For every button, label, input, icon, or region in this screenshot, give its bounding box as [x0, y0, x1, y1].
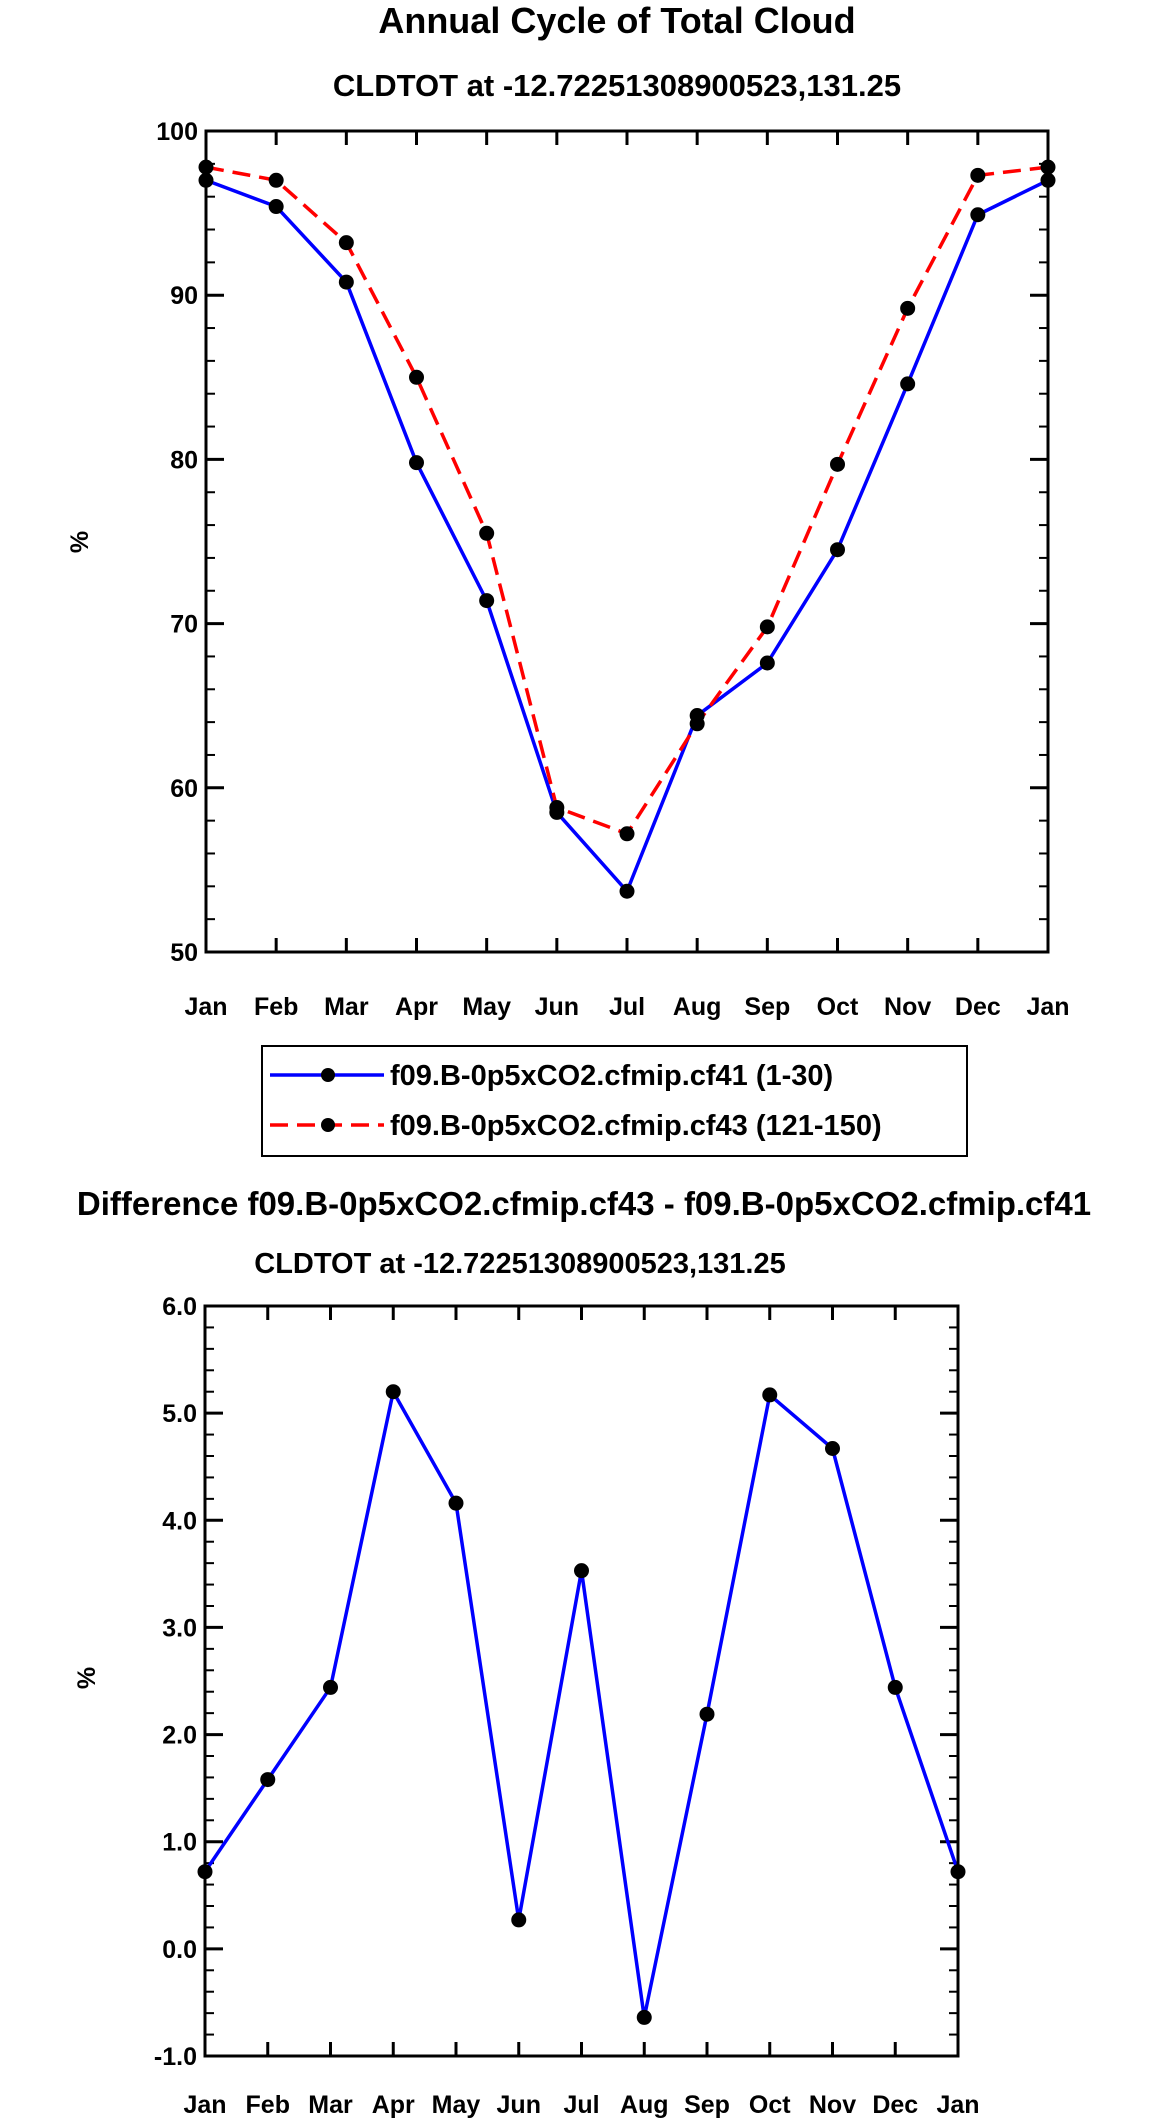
legend-label-series-2: f09.B-0p5xCO2.cfmip.cf43 (121-150)	[390, 1110, 882, 1142]
x-tick-label: Jul	[563, 2091, 599, 2119]
series-2-point	[759, 619, 775, 635]
x-tick-label: Jul	[609, 993, 645, 1021]
chart2-title: Difference f09.B-0p5xCO2.cfmip.cf43 - f0…	[77, 1185, 1091, 1222]
annual-cycle-chart: Annual Cycle of Total Cloud CLDTOT at -1…	[66, 0, 1070, 1021]
series-1-point	[574, 1563, 589, 1579]
chart2-subtitle: CLDTOT at -12.72251308900523,131.25	[254, 1248, 786, 1280]
chart1-title: Annual Cycle of Total Cloud	[378, 0, 855, 41]
x-tick-label: Jan	[1026, 993, 1069, 1021]
x-tick-label: Jan	[183, 2091, 226, 2119]
x-tick-label: May	[432, 2091, 481, 2119]
x-tick-label: Mar	[308, 2091, 353, 2119]
x-tick-label: Sep	[684, 2091, 730, 2119]
series-1-point	[479, 593, 495, 609]
x-tick-label: Jun	[497, 2091, 541, 2119]
y-tick-label: 70	[170, 611, 198, 639]
series-1-point	[260, 1772, 276, 1788]
series-2-point	[338, 235, 354, 251]
series-line-1	[205, 178, 1049, 893]
chart1-ylabel: %	[66, 531, 94, 553]
x-tick-label: Dec	[872, 2091, 918, 2119]
y-tick-label: 4.0	[162, 1507, 197, 1535]
series-1-point	[970, 207, 986, 223]
series-2-point	[900, 300, 916, 316]
legend-marker-series-2	[321, 1118, 335, 1132]
x-tick-label: Apr	[372, 2091, 415, 2119]
chart1-subtitle: CLDTOT at -12.72251308900523,131.25	[333, 68, 901, 103]
x-tick-label: Nov	[809, 2091, 856, 2119]
y-tick-label: 2.0	[162, 1722, 197, 1750]
x-tick-label: Aug	[673, 993, 722, 1021]
x-tick-label: May	[462, 993, 511, 1021]
x-tick-label: Jan	[184, 993, 227, 1021]
x-tick-label: Oct	[817, 993, 859, 1021]
series-1-point	[619, 883, 635, 899]
x-tick-label: Jun	[535, 993, 579, 1021]
series-2-point	[409, 369, 424, 385]
series-1-point	[825, 1441, 840, 1456]
y-tick-label: 0.0	[162, 1936, 197, 1964]
x-tick-label: Dec	[955, 993, 1001, 1021]
y-tick-label: 3.0	[162, 1614, 197, 1642]
series-1-point	[887, 1679, 903, 1695]
x-tick-label: Feb	[254, 993, 298, 1021]
y-tick-label: 5.0	[162, 1400, 197, 1428]
series-1-point	[699, 1706, 715, 1722]
difference-chart: Difference f09.B-0p5xCO2.cfmip.cf43 - f0…	[73, 1185, 1091, 2119]
series-1-point	[323, 1679, 338, 1695]
series-2-point	[619, 826, 635, 842]
y-tick-label: 50	[170, 939, 198, 967]
series-1-point	[636, 2009, 652, 2025]
y-tick-label: 100	[156, 118, 198, 146]
series-2-point	[970, 167, 986, 183]
series-2-point	[268, 172, 284, 188]
series-line-1	[203, 1389, 960, 2020]
y-tick-label: 80	[170, 446, 198, 474]
series-1-point	[409, 455, 424, 471]
x-tick-label: Aug	[620, 2091, 669, 2119]
y-tick-label: 1.0	[162, 1829, 197, 1857]
y-tick-label: 60	[170, 775, 198, 803]
legend-label-series-1: f09.B-0p5xCO2.cfmip.cf41 (1-30)	[390, 1060, 833, 1092]
series-1-point	[385, 1384, 401, 1400]
x-tick-label: Apr	[395, 993, 438, 1021]
x-tick-label: Jan	[936, 2091, 979, 2119]
series-1-point	[511, 1912, 527, 1928]
series-2-point	[830, 456, 845, 472]
series-1-point	[762, 1387, 778, 1403]
series-2-point	[479, 525, 495, 541]
chart2-ylabel: %	[73, 1667, 101, 1689]
series-2-point	[549, 800, 565, 816]
series-1-point	[338, 274, 354, 290]
chart1-plot-frame	[204, 129, 1050, 954]
x-tick-label: Oct	[749, 2091, 791, 2119]
legend-marker-series-1	[321, 1068, 335, 1082]
chart2-plot-frame	[203, 1304, 960, 2058]
series-2-point	[689, 716, 705, 732]
series-1-point	[268, 199, 284, 215]
x-tick-label: Mar	[324, 993, 369, 1021]
x-tick-label: Nov	[884, 993, 931, 1021]
x-tick-label: Sep	[744, 993, 790, 1021]
y-tick-label: 6.0	[162, 1293, 197, 1321]
y-tick-label: 90	[170, 282, 198, 310]
series-1-point	[759, 655, 775, 671]
legend-box	[261, 1045, 968, 1157]
series-1-point	[448, 1495, 464, 1511]
y-tick-label: -1.0	[154, 2043, 197, 2071]
series-1-point	[900, 376, 916, 392]
chart1-legend: f09.B-0p5xCO2.cfmip.cf41 (1-30) f09.B-0p…	[261, 1045, 968, 1157]
x-tick-label: Feb	[246, 2091, 290, 2119]
series-1-point	[830, 542, 845, 558]
